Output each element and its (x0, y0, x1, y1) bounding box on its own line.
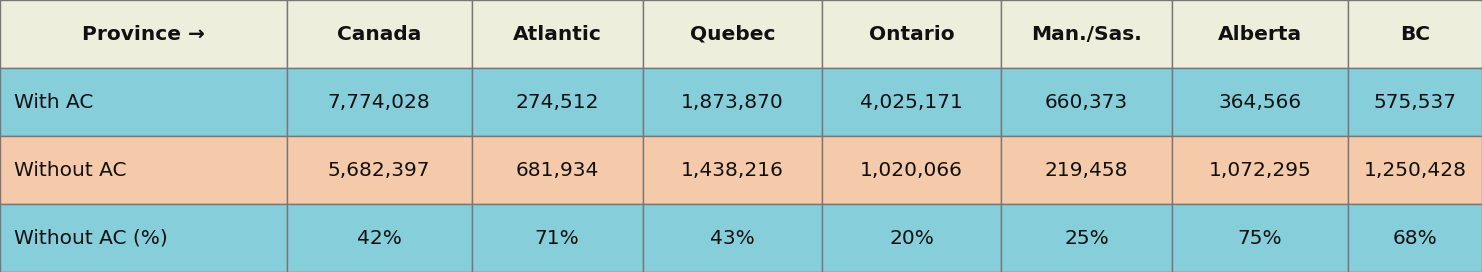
Text: 20%: 20% (889, 228, 934, 248)
Text: 1,438,216: 1,438,216 (680, 160, 784, 180)
Text: Canada: Canada (336, 24, 421, 44)
Bar (1349, 68, 1482, 136)
Text: 1,020,066: 1,020,066 (860, 160, 963, 180)
Text: 1,250,428: 1,250,428 (1363, 160, 1467, 180)
Bar (1172, 68, 1349, 136)
Bar (1002, 204, 1172, 272)
Text: 575,537: 575,537 (1374, 92, 1457, 112)
Text: 25%: 25% (1064, 228, 1109, 248)
Bar (286, 204, 471, 272)
Bar (1349, 0, 1482, 68)
Text: 660,373: 660,373 (1045, 92, 1128, 112)
Text: 5,682,397: 5,682,397 (328, 160, 430, 180)
Bar (643, 136, 823, 204)
Bar (1349, 204, 1482, 272)
Text: Without AC: Without AC (13, 160, 126, 180)
Text: 681,934: 681,934 (516, 160, 599, 180)
Bar (471, 68, 643, 136)
Bar (0, 204, 286, 272)
Bar (643, 204, 823, 272)
Text: 42%: 42% (357, 228, 402, 248)
Bar (286, 136, 471, 204)
Text: 71%: 71% (535, 228, 579, 248)
Bar (823, 136, 1002, 204)
Bar (471, 0, 643, 68)
Bar (286, 68, 471, 136)
Text: 274,512: 274,512 (516, 92, 599, 112)
Bar (1172, 0, 1349, 68)
Text: Man./Sas.: Man./Sas. (1031, 24, 1143, 44)
Text: 75%: 75% (1237, 228, 1282, 248)
Text: 364,566: 364,566 (1218, 92, 1301, 112)
Bar (1172, 136, 1349, 204)
Bar (1002, 136, 1172, 204)
Bar (823, 204, 1002, 272)
Text: 1,072,295: 1,072,295 (1209, 160, 1312, 180)
Text: 219,458: 219,458 (1045, 160, 1128, 180)
Text: 7,774,028: 7,774,028 (328, 92, 431, 112)
Bar (471, 136, 643, 204)
Text: BC: BC (1400, 24, 1430, 44)
Text: Atlantic: Atlantic (513, 24, 602, 44)
Text: Ontario: Ontario (868, 24, 954, 44)
Text: Quebec: Quebec (689, 24, 775, 44)
Bar (0, 68, 286, 136)
Bar (823, 68, 1002, 136)
Text: 1,873,870: 1,873,870 (680, 92, 784, 112)
Text: 68%: 68% (1393, 228, 1438, 248)
Bar (286, 0, 471, 68)
Bar (643, 68, 823, 136)
Text: 4,025,171: 4,025,171 (860, 92, 963, 112)
Bar (1002, 0, 1172, 68)
Bar (643, 0, 823, 68)
Bar (1002, 68, 1172, 136)
Bar (0, 0, 286, 68)
Bar (471, 204, 643, 272)
Bar (823, 0, 1002, 68)
Text: With AC: With AC (13, 92, 93, 112)
Bar (1349, 136, 1482, 204)
Bar (0, 136, 286, 204)
Text: 43%: 43% (710, 228, 754, 248)
Text: Province →: Province → (82, 24, 205, 44)
Text: Alberta: Alberta (1218, 24, 1303, 44)
Text: Without AC (%): Without AC (%) (13, 228, 167, 248)
Bar (1172, 204, 1349, 272)
